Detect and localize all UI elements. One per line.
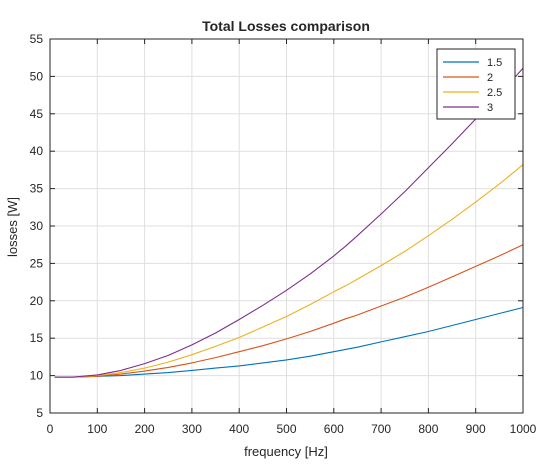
legend-label: 2 [487, 72, 493, 84]
series-layer [54, 67, 524, 378]
legend: 1.5 2 2.5 3 [436, 48, 516, 120]
y-tick-label: 5 [36, 406, 43, 420]
x-tick-label: 800 [418, 422, 438, 436]
legend-label: 2.5 [487, 87, 502, 99]
y-tick-label: 25 [30, 256, 44, 270]
legend-label: 1.5 [487, 57, 502, 69]
x-tick-label: 900 [466, 422, 486, 436]
y-tick-label: 45 [30, 107, 44, 121]
x-tick-label: 400 [229, 422, 249, 436]
series-line-3 [54, 67, 524, 378]
x-tick-label: 700 [371, 422, 391, 436]
legend-label: 3 [487, 102, 493, 114]
legend-box [436, 48, 516, 120]
y-axis-label: losses [W] [5, 197, 20, 257]
x-tick-label: 100 [87, 422, 107, 436]
y-tick-label: 50 [30, 69, 44, 83]
y-tick-label: 10 [30, 369, 44, 383]
x-tick-label: 0 [47, 422, 54, 436]
ticks: 0 100 200 300 400 500 600 700 800 900 1000 5 10 15 20 2… [30, 32, 537, 436]
y-tick-label: 35 [30, 182, 44, 196]
y-tick-label: 40 [30, 144, 44, 158]
grid [50, 39, 523, 413]
x-tick-label: 600 [324, 422, 344, 436]
series-line-2 [54, 244, 524, 378]
series-line-2.5 [54, 164, 524, 378]
y-tick-label: 30 [30, 219, 44, 233]
x-tick-label: 300 [182, 422, 202, 436]
x-tick-label: 1000 [510, 422, 537, 436]
y-tick-label: 15 [30, 331, 44, 345]
series-line-1.5 [54, 306, 524, 378]
x-tick-label: 200 [135, 422, 155, 436]
x-axis-label: frequency [Hz] [244, 444, 328, 459]
chart-title: Total Losses comparison [202, 18, 370, 34]
y-tick-label: 55 [30, 32, 44, 46]
x-tick-label: 500 [276, 422, 296, 436]
y-tick-label: 20 [30, 294, 44, 308]
